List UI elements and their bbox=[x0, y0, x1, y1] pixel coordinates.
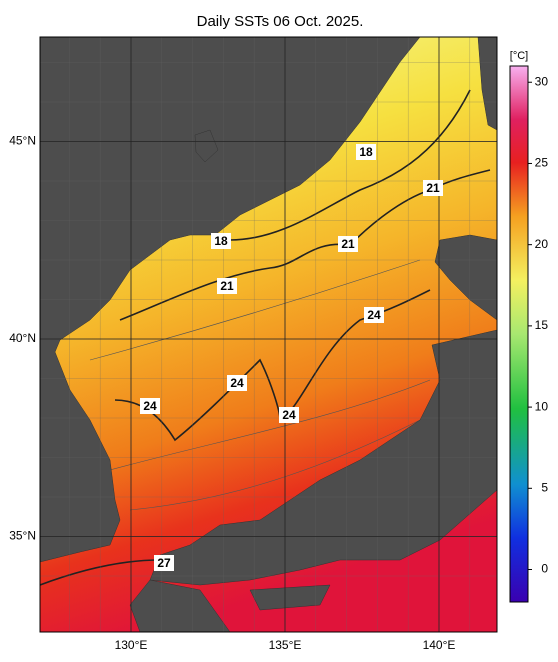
contour-label: 21 bbox=[341, 237, 355, 251]
contour-label-box bbox=[364, 307, 384, 323]
contour-label-box bbox=[423, 180, 443, 196]
lat-label: 35°N bbox=[9, 529, 36, 543]
colorbar-tick-label: 10 bbox=[535, 399, 549, 413]
contour-label-box bbox=[217, 278, 237, 294]
contour-label: 27 bbox=[157, 556, 171, 570]
colorbar-tick-label: 15 bbox=[535, 318, 549, 332]
title: Daily SSTs 06 Oct. 2025. bbox=[197, 13, 364, 30]
land bbox=[40, 37, 497, 632]
colorbar bbox=[509, 65, 529, 603]
contour-label-box bbox=[140, 398, 160, 414]
contour-label-box bbox=[211, 233, 231, 249]
contour-label: 24 bbox=[367, 308, 381, 322]
contour-label: 21 bbox=[426, 181, 440, 195]
contour-label: 24 bbox=[230, 376, 244, 390]
map-area: 18 21 18 21 21 24 24 24 24 27 bbox=[40, 37, 497, 632]
colorbar-tick-label: 20 bbox=[535, 237, 549, 251]
colorbar-unit: [°C] bbox=[510, 50, 528, 62]
contour-label-box bbox=[227, 375, 247, 391]
contour-label-box bbox=[338, 236, 358, 252]
colorbar-tick-label: 30 bbox=[535, 74, 549, 88]
lat-label: 40°N bbox=[9, 331, 36, 345]
contour-label-box bbox=[279, 407, 299, 423]
contour-label: 21 bbox=[220, 279, 234, 293]
contour-label: 18 bbox=[359, 145, 373, 159]
thin-contours bbox=[89, 259, 431, 511]
map-frame bbox=[39, 36, 498, 633]
contour-labels: 18 21 18 21 21 24 24 24 24 27 bbox=[140, 144, 443, 571]
lon-label: 140°E bbox=[423, 638, 456, 652]
contour-label: 24 bbox=[282, 408, 296, 422]
contour-label: 24 bbox=[143, 399, 157, 413]
colorbar-tick-label: 0 bbox=[541, 562, 548, 576]
lat-label: 45°N bbox=[9, 134, 36, 148]
lon-label: 130°E bbox=[115, 638, 148, 652]
lon-label: 135°E bbox=[269, 638, 302, 652]
contour-label: 18 bbox=[214, 234, 228, 248]
colorbar-tick-label: 25 bbox=[535, 156, 549, 170]
contour-label-box bbox=[154, 555, 174, 571]
contour-label-box bbox=[356, 144, 376, 160]
colorbar-tick-label: 5 bbox=[541, 480, 548, 494]
grid bbox=[40, 37, 497, 632]
